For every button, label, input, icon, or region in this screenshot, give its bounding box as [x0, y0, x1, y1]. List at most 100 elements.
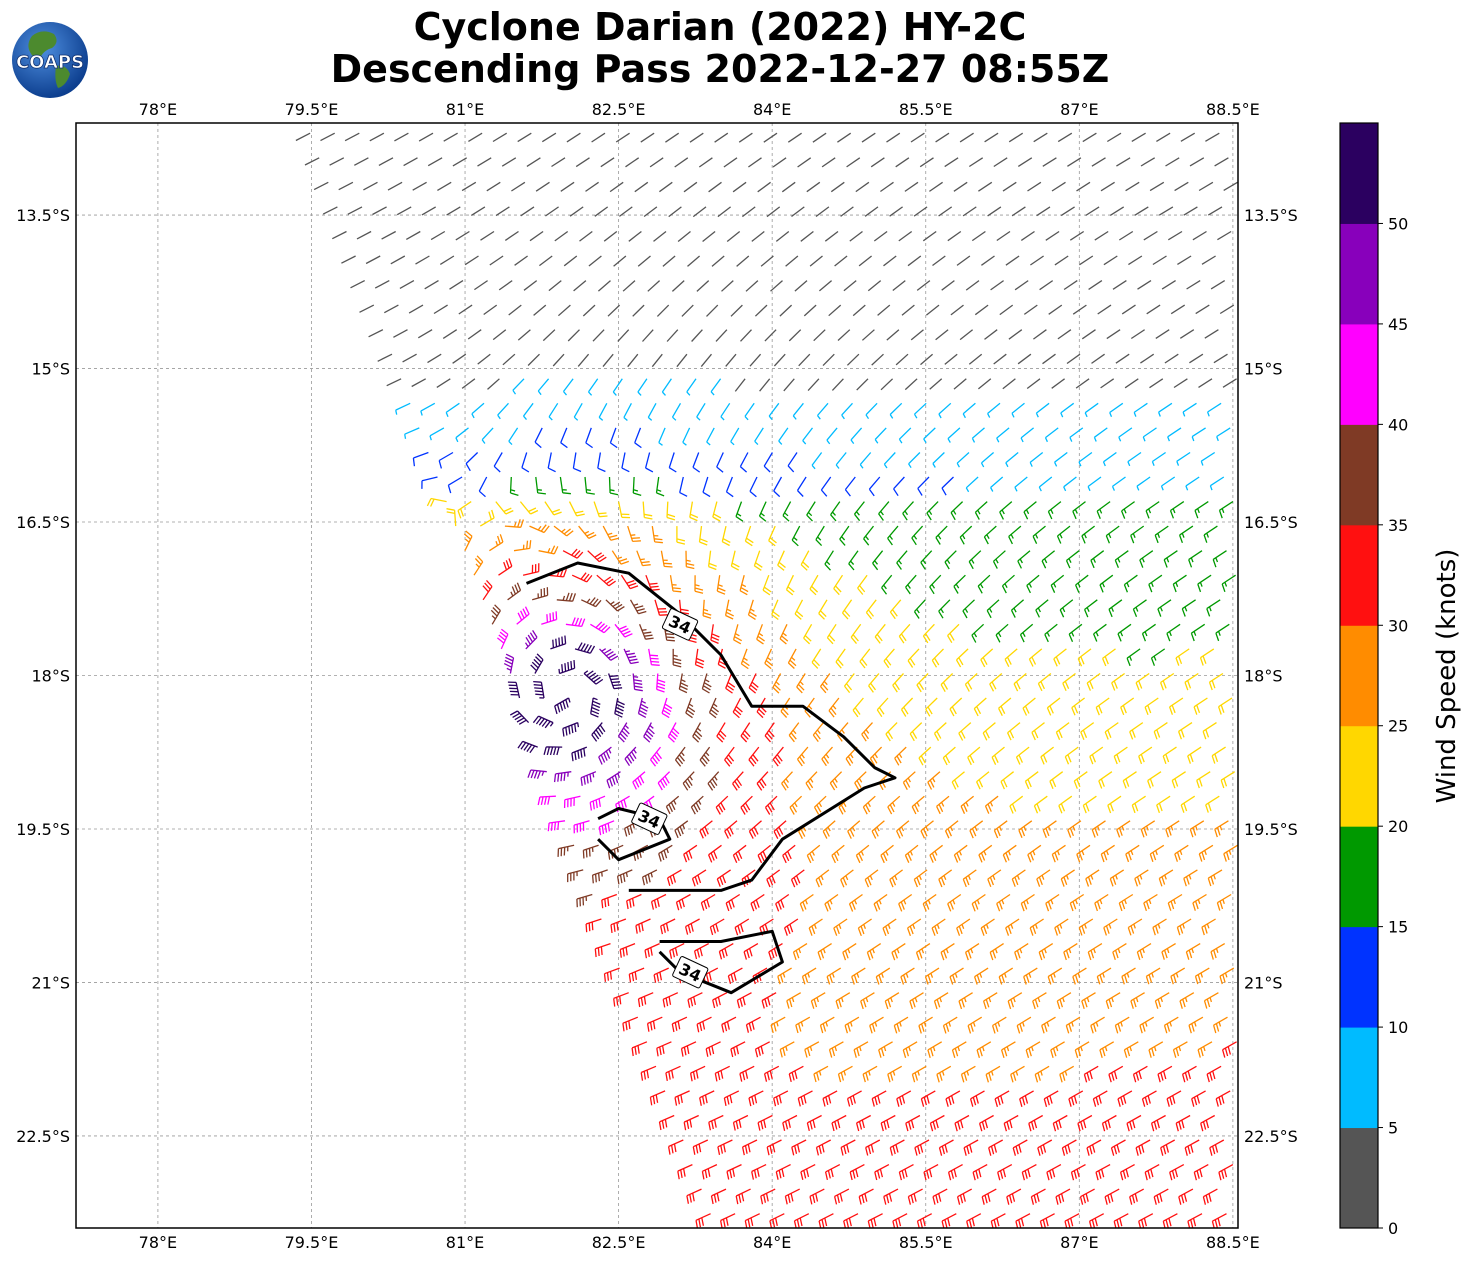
wind-barb	[1121, 967, 1136, 985]
wind-barb	[1007, 992, 1023, 1010]
lat-tick-label-right: 16.5°S	[1244, 513, 1298, 532]
wind-barb	[1021, 1164, 1037, 1181]
wind-barb	[904, 181, 919, 192]
wind-barb	[612, 378, 623, 396]
wind-barb	[1214, 820, 1229, 838]
wind-barb	[766, 869, 781, 888]
wind-barb	[574, 642, 596, 654]
colorbar-tick-label: 25	[1388, 717, 1408, 736]
colorbar-segment	[1340, 424, 1378, 526]
wind-barb	[777, 967, 792, 985]
wind-barb	[788, 1065, 804, 1083]
wind-barb	[859, 648, 871, 669]
wind-barb	[727, 967, 743, 984]
wind-barb	[1158, 869, 1174, 887]
wind-barb	[932, 452, 945, 468]
wind-barb	[1123, 574, 1138, 593]
wind-barb	[951, 771, 965, 790]
wind-barb	[754, 1041, 771, 1058]
wind-barb	[1093, 427, 1108, 442]
wind-barb	[808, 918, 823, 936]
wind-barb	[674, 746, 686, 767]
wind-barb	[623, 820, 640, 837]
wind-barb	[1055, 722, 1070, 741]
wind-barb	[1217, 697, 1233, 715]
wind-barb	[724, 746, 735, 767]
wind-barb	[750, 893, 765, 912]
wind-barb	[641, 869, 658, 886]
wind-barb	[526, 157, 541, 167]
wind-barb	[359, 304, 375, 313]
wind-barb	[779, 624, 789, 645]
wind-barb	[744, 1213, 760, 1228]
wind-barb	[617, 501, 631, 519]
wind-barb	[617, 329, 630, 342]
wind-barb	[1223, 844, 1238, 862]
wind-barb	[609, 181, 624, 193]
wind-barb	[886, 329, 900, 341]
wind-barb	[695, 1213, 711, 1228]
wind-barb	[615, 132, 630, 143]
wind-barb	[1041, 550, 1056, 569]
wind-barb	[1220, 771, 1236, 789]
wind-barb	[1175, 1114, 1191, 1132]
wind-barb	[1183, 206, 1198, 216]
wind-barb	[1114, 550, 1129, 568]
wind-barb	[874, 623, 886, 644]
wind-barb	[760, 255, 774, 267]
wind-barb	[458, 304, 473, 315]
wind-barb	[757, 1114, 773, 1131]
wind-barb	[732, 181, 747, 193]
wind-barb	[651, 353, 663, 368]
wind-barb	[632, 304, 645, 317]
wind-barb	[591, 869, 608, 884]
wind-barb	[1091, 353, 1105, 364]
wind-barb	[749, 476, 758, 498]
wind-barb	[884, 992, 900, 1010]
wind-barb	[1067, 820, 1082, 838]
contour-34kt	[525, 561, 897, 892]
wind-barb	[852, 697, 864, 718]
wind-barb	[543, 746, 563, 756]
wind-barb	[677, 1164, 693, 1180]
lat-tick-label-left: 18°S	[31, 667, 70, 686]
wind-barb	[1097, 304, 1112, 315]
wind-barb	[1032, 992, 1047, 1010]
wind-barb	[411, 378, 427, 388]
wind-barb	[706, 427, 715, 446]
wind-barb	[773, 820, 787, 839]
wind-barb	[1094, 230, 1109, 241]
wind-barb	[880, 181, 894, 193]
wind-barb	[959, 525, 973, 545]
wind-barb	[813, 795, 827, 815]
wind-barb	[762, 574, 772, 596]
wind-barb	[433, 304, 448, 315]
wind-barb	[483, 304, 498, 316]
wind-barb	[519, 501, 539, 515]
wind-barb	[889, 206, 903, 217]
wind-barb	[1106, 329, 1121, 340]
wind-barb	[1060, 206, 1075, 217]
wind-barb	[679, 476, 688, 497]
wind-barb	[587, 550, 607, 563]
wind-barb	[1198, 844, 1214, 862]
wind-barb	[806, 844, 821, 864]
wind-barb	[815, 1139, 832, 1156]
wind-barb	[739, 1065, 755, 1082]
wind-barb	[1120, 697, 1135, 716]
lat-tick-label-right: 22.5°S	[1244, 1127, 1298, 1146]
wind-barb	[1004, 648, 1018, 667]
wind-barb	[1132, 599, 1147, 617]
wind-barb	[395, 402, 411, 415]
wind-barb	[567, 329, 580, 342]
colorbar-tick-label: 50	[1388, 214, 1408, 233]
colorbar-tick-label: 35	[1388, 516, 1408, 535]
wind-barb	[1117, 1090, 1133, 1107]
wind-barb	[1149, 378, 1164, 389]
wind-barb	[1166, 623, 1181, 642]
wind-barb	[988, 1139, 1004, 1156]
wind-barb	[585, 181, 599, 192]
wind-barb	[1033, 329, 1047, 340]
wind-barb	[1213, 353, 1228, 364]
wind-barb	[977, 574, 991, 594]
